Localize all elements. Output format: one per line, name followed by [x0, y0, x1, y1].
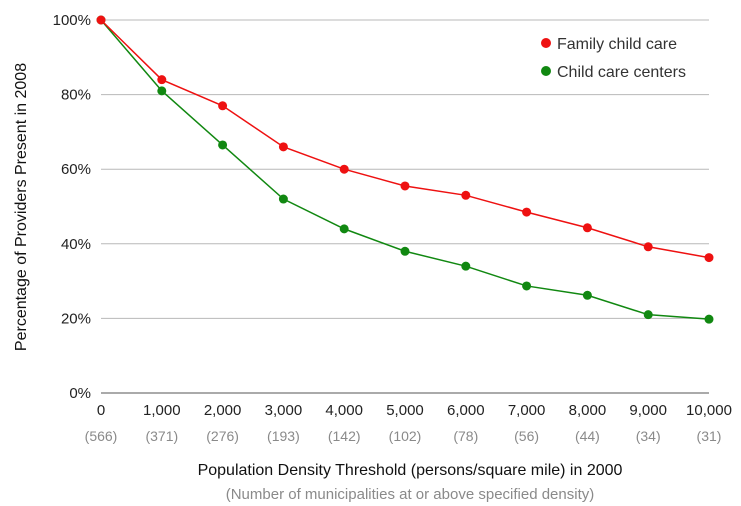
data-point-child-care-centers — [218, 140, 228, 150]
x-tick-count: (566) — [85, 428, 118, 444]
data-point-family-child-care — [96, 15, 106, 25]
data-point-child-care-centers — [339, 224, 349, 234]
x-tick-count: (193) — [267, 428, 300, 444]
data-point-child-care-centers — [582, 290, 592, 300]
x-axis-subtitle: (Number of municipalities at or above sp… — [226, 486, 595, 503]
x-axis-ticks: 0 (566) 1,000 (371) 2,000 (276) 3,000 (193) 4,00… — [85, 402, 732, 444]
legend: Family child care Child care centers — [541, 36, 686, 81]
x-tick-label: 6,000 — [447, 402, 485, 419]
x-tick-label: 8,000 — [569, 402, 607, 419]
legend-label-family-child-care: Family child care — [557, 36, 677, 53]
data-point-family-child-care — [400, 181, 410, 191]
y-tick-label: 60% — [61, 161, 91, 178]
legend-label-child-care-centers: Child care centers — [557, 64, 686, 81]
data-point-child-care-centers — [278, 194, 288, 204]
x-tick-label: 1,000 — [143, 402, 181, 419]
x-tick-count: (371) — [145, 428, 178, 444]
x-tick-label: 10,000 — [686, 402, 732, 419]
data-point-child-care-centers — [400, 246, 410, 256]
y-axis-ticks: 0% 20% 40% 60% 80% 100% — [53, 12, 91, 402]
x-tick-label: 3,000 — [265, 402, 303, 419]
x-tick-count: (44) — [575, 428, 600, 444]
x-tick-label: 0 — [97, 402, 105, 419]
data-point-child-care-centers — [643, 310, 653, 320]
data-point-child-care-centers — [522, 281, 532, 291]
y-tick-label: 20% — [61, 310, 91, 327]
x-tick-label: 4,000 — [325, 402, 363, 419]
data-point-family-child-care — [157, 75, 167, 85]
y-tick-label: 100% — [53, 12, 91, 29]
data-point-child-care-centers — [157, 86, 167, 96]
data-point-child-care-centers — [704, 314, 714, 324]
gridlines — [101, 19, 709, 394]
x-tick-count: (56) — [514, 428, 539, 444]
x-axis-title: Population Density Threshold (persons/sq… — [198, 462, 623, 479]
data-point-family-child-care — [461, 190, 471, 200]
x-tick-label: 2,000 — [204, 402, 242, 419]
x-tick-count: (31) — [697, 428, 722, 444]
y-tick-label: 80% — [61, 87, 91, 104]
x-tick-count: (34) — [636, 428, 661, 444]
y-tick-label: 40% — [61, 236, 91, 253]
data-point-family-child-care — [522, 207, 532, 217]
y-tick-label: 0% — [69, 385, 91, 402]
series-child-care-centers — [96, 15, 714, 324]
legend-marker-child-care-centers — [541, 66, 551, 76]
data-point-family-child-care — [643, 242, 653, 252]
x-tick-count: (78) — [453, 428, 478, 444]
series-family-child-care — [96, 15, 714, 263]
data-point-child-care-centers — [461, 261, 471, 271]
data-point-family-child-care — [278, 142, 288, 152]
y-axis-title: Percentage of Providers Present in 2008 — [13, 63, 30, 351]
x-tick-label: 7,000 — [508, 402, 546, 419]
data-point-family-child-care — [218, 101, 228, 111]
x-tick-count: (102) — [389, 428, 422, 444]
legend-marker-family-child-care — [541, 38, 551, 48]
legend-item-family-child-care: Family child care — [541, 36, 677, 53]
data-point-family-child-care — [582, 223, 592, 233]
legend-item-child-care-centers: Child care centers — [541, 64, 686, 81]
series-line-family-child-care — [100, 19, 710, 259]
data-point-family-child-care — [339, 164, 349, 174]
x-tick-count: (276) — [206, 428, 239, 444]
x-tick-label: 9,000 — [629, 402, 667, 419]
x-tick-label: 5,000 — [386, 402, 424, 419]
data-point-family-child-care — [704, 253, 714, 263]
x-tick-count: (142) — [328, 428, 361, 444]
series-layer — [96, 15, 714, 324]
